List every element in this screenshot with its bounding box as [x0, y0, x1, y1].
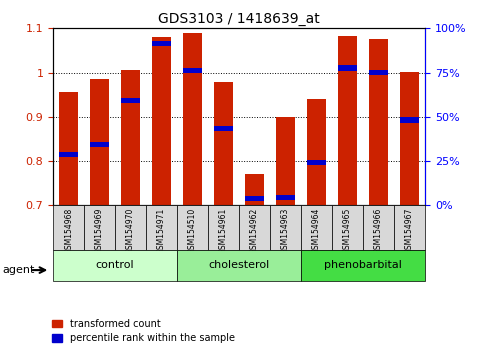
Text: GSM154961: GSM154961	[219, 207, 228, 254]
Bar	[59, 92, 78, 205]
Bar	[59, 152, 78, 157]
Bar	[214, 82, 233, 205]
Text: GSM154965: GSM154965	[343, 207, 352, 254]
Bar	[239, 205, 270, 250]
Bar	[245, 195, 264, 201]
Text: GSM154966: GSM154966	[374, 207, 383, 254]
Bar	[301, 250, 425, 281]
Bar	[369, 39, 388, 205]
Bar	[53, 205, 84, 250]
Bar	[394, 205, 425, 250]
Bar	[184, 68, 202, 73]
Text: agent: agent	[2, 265, 35, 275]
Bar	[214, 126, 233, 131]
Text: cholesterol: cholesterol	[209, 261, 270, 270]
Bar	[90, 142, 109, 147]
Bar	[369, 70, 388, 75]
Bar	[208, 205, 239, 250]
Text: GSM154970: GSM154970	[126, 207, 135, 254]
Text: GSM154969: GSM154969	[95, 207, 104, 254]
Bar	[307, 99, 326, 205]
Bar	[270, 205, 301, 250]
Text: GSM154968: GSM154968	[64, 207, 73, 254]
Text: GSM154971: GSM154971	[157, 207, 166, 254]
Title: GDS3103 / 1418639_at: GDS3103 / 1418639_at	[158, 12, 320, 26]
Bar	[332, 205, 363, 250]
Legend: transformed count, percentile rank within the sample: transformed count, percentile rank withi…	[48, 315, 239, 347]
Bar	[152, 37, 171, 205]
Text: GSM154967: GSM154967	[405, 207, 414, 254]
Bar	[84, 205, 115, 250]
Text: GSM154510: GSM154510	[188, 207, 197, 254]
Bar	[152, 41, 171, 46]
Text: phenobarbital: phenobarbital	[324, 261, 402, 270]
Bar	[121, 98, 140, 103]
Bar	[363, 205, 394, 250]
Bar	[90, 79, 109, 205]
Bar	[121, 70, 140, 205]
Text: GSM154964: GSM154964	[312, 207, 321, 254]
Bar	[146, 205, 177, 250]
Text: control: control	[96, 261, 134, 270]
Bar	[338, 36, 357, 205]
Bar	[301, 205, 332, 250]
Text: GSM154963: GSM154963	[281, 207, 290, 254]
Bar	[177, 250, 301, 281]
Bar	[400, 117, 419, 122]
Bar	[307, 160, 326, 165]
Bar	[276, 117, 295, 205]
Bar	[53, 250, 177, 281]
Bar	[400, 72, 419, 205]
Bar	[276, 195, 295, 200]
Text: GSM154962: GSM154962	[250, 207, 259, 254]
Bar	[338, 65, 357, 71]
Bar	[245, 174, 264, 205]
Bar	[184, 33, 202, 205]
Bar	[115, 205, 146, 250]
Bar	[177, 205, 208, 250]
